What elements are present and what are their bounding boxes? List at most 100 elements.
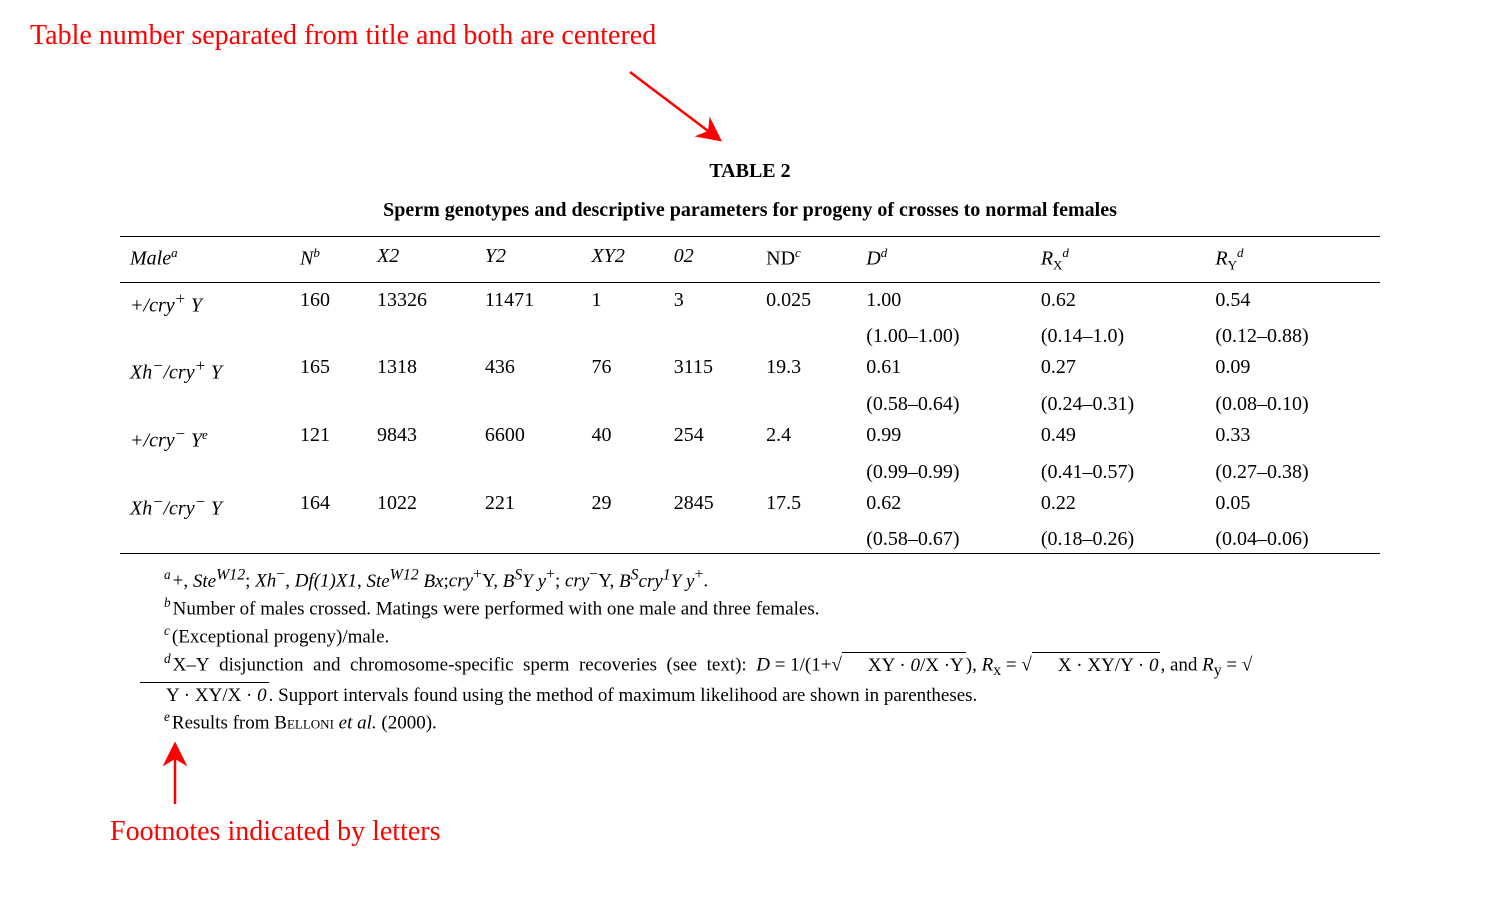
table-cell-range [664,387,756,418]
table-cell-range: (0.12–0.88) [1205,319,1380,350]
col-header-Y2: Y2 [475,237,582,283]
table-cell-range [367,319,475,350]
annotation-top: Table number separated from title and bo… [30,20,1470,52]
table-cell: 0.99 [856,418,1031,455]
table-cell: 0.22 [1031,486,1206,523]
footnote: bNumber of males crossed. Matings were p… [140,594,1360,622]
table-cell: 165 [290,350,367,387]
arrow-bottom-region [30,736,1470,806]
footnote: eResults from Belloni et al. (2000). [140,708,1360,736]
table-cell: 29 [582,486,664,523]
table-cell-range [756,387,856,418]
table-title: Sperm genotypes and descriptive paramete… [120,199,1380,222]
table-cell: 0.49 [1031,418,1206,455]
table-cell-range [756,522,856,554]
table-cell-range [120,319,290,350]
col-header-Ry: RYd [1205,237,1380,283]
table-cell: 0.09 [1205,350,1380,387]
table-cell-range: (1.00–1.00) [856,319,1031,350]
footnotes: a+, SteW12; Xh−, Df(1)X1, SteW12 Bx;cry+… [140,564,1360,736]
table-cell-range: (0.04–0.06) [1205,522,1380,554]
col-header-O2: 02 [664,237,756,283]
table-cell-range [290,319,367,350]
table-cell-range: (0.18–0.26) [1031,522,1206,554]
table-cell-range [756,455,856,486]
table-cell: 1022 [367,486,475,523]
table-cell: 40 [582,418,664,455]
table-cell: 0.33 [1205,418,1380,455]
table-cell-range [290,455,367,486]
table-container: TABLE 2 Sperm genotypes and descriptive … [120,160,1380,736]
table-cell-range [475,387,582,418]
table-row: Xh−/cry− Y164102222129284517.50.620.220.… [120,486,1380,523]
footnote: dX–Y disjunction and chromosome-specific… [140,650,1360,708]
table-cell-range [582,387,664,418]
table-cell-range: (0.99–0.99) [856,455,1031,486]
table-cell: 0.61 [856,350,1031,387]
table-cell: 17.5 [756,486,856,523]
table-cell: 164 [290,486,367,523]
table-row-range: (1.00–1.00)(0.14–1.0)(0.12–0.88) [120,319,1380,350]
table-cell-range [664,522,756,554]
table-cell: 2.4 [756,418,856,455]
table-cell-range [290,387,367,418]
table-row: +/cry+ Y1601332611471130.0251.000.620.54 [120,282,1380,319]
table-cell-range [664,319,756,350]
table-cell: 6600 [475,418,582,455]
col-header-D: Dd [856,237,1031,283]
table-row-range: (0.58–0.67)(0.18–0.26)(0.04–0.06) [120,522,1380,554]
table-cell: Xh−/cry+ Y [120,350,290,387]
table-cell: 221 [475,486,582,523]
table-cell: +/cry+ Y [120,282,290,319]
table-row-range: (0.58–0.64)(0.24–0.31)(0.08–0.10) [120,387,1380,418]
col-header-XY2: XY2 [582,237,664,283]
table-cell-range [120,522,290,554]
table-cell-range [367,522,475,554]
col-header-N: Nb [290,237,367,283]
table-cell-range [120,387,290,418]
col-header-X2: X2 [367,237,475,283]
table-cell-range [582,319,664,350]
arrow-top-region [30,62,1470,152]
table-body: +/cry+ Y1601332611471130.0251.000.620.54… [120,282,1380,554]
table-cell: 0.05 [1205,486,1380,523]
col-header-Rx: RXd [1031,237,1206,283]
table-cell-range [664,455,756,486]
table-cell: 254 [664,418,756,455]
table-cell-range: (0.27–0.38) [1205,455,1380,486]
table-cell: 3115 [664,350,756,387]
arrow-bottom [30,736,1470,806]
table-cell: 160 [290,282,367,319]
table-cell: 1 [582,282,664,319]
data-table: MaleaNbX2Y2XY202NDcDdRXdRYd +/cry+ Y1601… [120,236,1380,554]
table-cell: +/cry− Ye [120,418,290,455]
table-row: Xh−/cry+ Y165131843676311519.30.610.270.… [120,350,1380,387]
table-cell-range: (0.14–1.0) [1031,319,1206,350]
table-cell-range [475,319,582,350]
table-cell-range [475,522,582,554]
col-header-male: Malea [120,237,290,283]
table-cell: 0.62 [1031,282,1206,319]
table-cell-range: (0.41–0.57) [1031,455,1206,486]
table-cell-range [582,455,664,486]
table-cell: 121 [290,418,367,455]
table-cell: 1.00 [856,282,1031,319]
footnote: c(Exceptional progeny)/male. [140,622,1360,650]
table-cell-range: (0.24–0.31) [1031,387,1206,418]
annotation-bottom: Footnotes indicated by letters [110,816,1470,848]
table-cell-range [582,522,664,554]
table-cell: 0.025 [756,282,856,319]
table-cell: 9843 [367,418,475,455]
table-number: TABLE 2 [120,160,1380,183]
table-cell-range [367,455,475,486]
table-cell: 0.54 [1205,282,1380,319]
table-cell-range: (0.58–0.64) [856,387,1031,418]
table-cell: 11471 [475,282,582,319]
table-cell: 436 [475,350,582,387]
table-cell-range [120,455,290,486]
table-cell: 0.27 [1031,350,1206,387]
table-cell-range: (0.08–0.10) [1205,387,1380,418]
table-cell: 1318 [367,350,475,387]
table-cell: 2845 [664,486,756,523]
table-cell: 0.62 [856,486,1031,523]
